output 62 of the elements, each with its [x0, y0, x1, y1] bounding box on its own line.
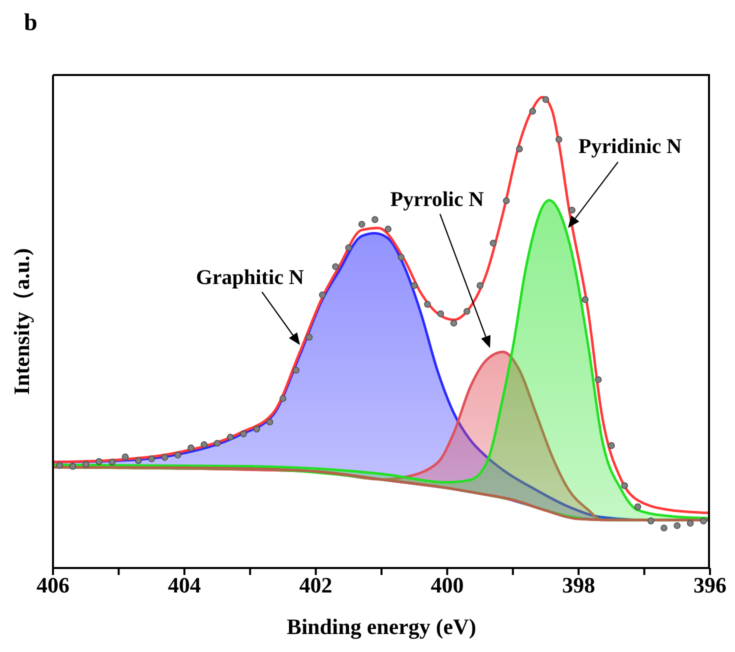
point [700, 518, 707, 524]
point [200, 441, 208, 448]
point [372, 216, 378, 223]
point [464, 308, 470, 315]
point [292, 366, 300, 374]
point [555, 136, 562, 143]
x-tick-label: 406 [36, 572, 70, 598]
y-axis-title: Intensity（a.u.) [8, 248, 34, 395]
point [266, 418, 274, 426]
point [686, 520, 694, 527]
point [82, 461, 90, 468]
point [69, 462, 76, 470]
point [490, 240, 497, 246]
point [161, 454, 168, 461]
point [358, 220, 366, 228]
point [108, 458, 116, 466]
point [647, 518, 654, 524]
point [306, 334, 313, 341]
point [135, 457, 142, 464]
point [542, 96, 550, 103]
text: b [24, 10, 38, 36]
point [280, 395, 286, 402]
point [398, 254, 405, 261]
point [529, 108, 536, 115]
x-tick-label: 402 [299, 572, 332, 598]
point [253, 426, 260, 432]
point [594, 376, 602, 384]
point [634, 503, 642, 510]
point [96, 458, 102, 465]
annotation: Pyrrolic N [390, 187, 484, 211]
point [174, 452, 182, 458]
point [502, 197, 510, 204]
point [450, 320, 458, 327]
point [516, 146, 523, 152]
point [568, 206, 576, 214]
x-tick-label: 400 [430, 572, 464, 598]
point [318, 291, 326, 298]
point [621, 482, 628, 489]
point [582, 296, 589, 304]
point [660, 524, 668, 532]
point [410, 282, 418, 289]
x-axis-title: Binding energy (eV) [286, 614, 476, 639]
point [608, 442, 615, 449]
x-tick-label: 404 [168, 572, 201, 598]
x-tick-label: 398 [562, 572, 596, 598]
point [226, 434, 234, 440]
point [148, 455, 155, 462]
annotation: Pyridinic N [578, 134, 682, 158]
point [332, 263, 339, 270]
point [56, 462, 63, 469]
point [384, 226, 392, 232]
point [214, 440, 221, 447]
point [674, 522, 681, 530]
point [345, 244, 352, 252]
point [188, 444, 194, 452]
point [476, 282, 484, 289]
x-tick-label: 396 [694, 572, 726, 598]
annotation: Graphitic N [196, 265, 304, 289]
point [122, 453, 129, 460]
point [240, 430, 247, 438]
point [424, 300, 431, 308]
point [437, 310, 444, 318]
